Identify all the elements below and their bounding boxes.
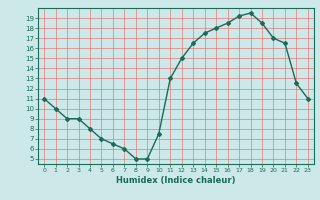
X-axis label: Humidex (Indice chaleur): Humidex (Indice chaleur) xyxy=(116,176,236,185)
